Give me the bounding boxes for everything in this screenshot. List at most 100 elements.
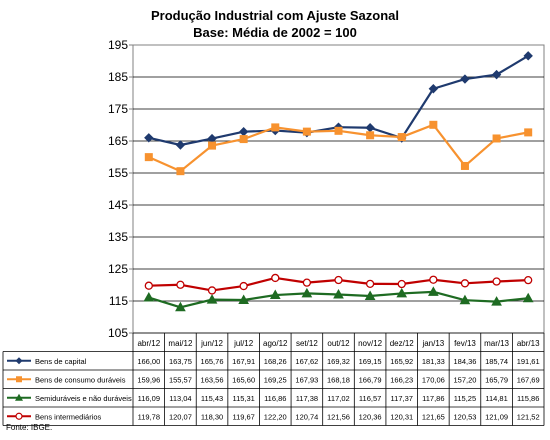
data-label: 115,31 — [232, 394, 254, 403]
data-label: 117,02 — [327, 394, 349, 403]
y-tick-label: 155 — [108, 166, 128, 180]
data-label: 191,61 — [517, 357, 540, 366]
data-label: 119,67 — [232, 412, 254, 421]
data-label: 163,75 — [169, 357, 192, 366]
data-label: 113,04 — [169, 394, 191, 403]
data-point — [302, 278, 312, 287]
data-label: 168,26 — [264, 357, 287, 366]
data-label: 169,25 — [264, 375, 287, 384]
data-point — [491, 296, 502, 306]
y-tick-label: 135 — [108, 230, 128, 244]
data-point — [206, 294, 218, 304]
data-label: 166,23 — [390, 375, 413, 384]
series-name: Bens de consumo duráveis — [35, 375, 126, 384]
y-tick-label: 175 — [108, 102, 128, 116]
data-label: 165,76 — [201, 357, 224, 366]
data-point — [208, 141, 217, 150]
data-point — [144, 281, 153, 290]
data-label: 117,38 — [296, 394, 318, 403]
data-point — [269, 289, 281, 300]
data-point — [238, 294, 250, 305]
category-label: abr/12 — [137, 339, 160, 348]
data-label: 121,52 — [517, 412, 540, 421]
category-label: mai/12 — [168, 339, 193, 348]
data-point — [428, 84, 439, 94]
data-point — [143, 291, 155, 302]
y-tick-label: 185 — [108, 70, 128, 84]
data-label: 116,09 — [138, 394, 160, 403]
chart-subtitle: Base: Média de 2002 = 100 — [193, 25, 357, 40]
plot-area: 105 115 125 135 145 155 165 175 185 195 — [108, 38, 545, 340]
data-point — [523, 51, 533, 61]
data-label: 121,56 — [327, 412, 350, 421]
data-label: 118,30 — [201, 412, 223, 421]
source-note: Fonte: IBGE. — [6, 423, 52, 432]
data-label: 120,36 — [359, 412, 382, 421]
data-label: 159,96 — [137, 375, 160, 384]
category-label: jan/13 — [421, 339, 444, 348]
data-point — [176, 280, 185, 289]
data-label: 121,09 — [485, 412, 508, 421]
category-label: fev/13 — [454, 339, 476, 348]
series-name: Semiduráveis e não duráveis — [35, 394, 132, 403]
data-label: 163,56 — [201, 375, 224, 384]
data-point — [175, 301, 186, 312]
y-tick-label: 115 — [109, 294, 128, 308]
data-label: 121,65 — [422, 412, 445, 421]
data-point — [271, 273, 280, 283]
y-tick-label: 125 — [108, 262, 128, 276]
data-label: 169,15 — [359, 357, 382, 366]
category-label: dez/12 — [390, 339, 415, 348]
plot-frame — [132, 44, 545, 334]
data-label: 165,92 — [390, 357, 413, 366]
data-label: 116,57 — [359, 394, 381, 403]
data-label: 117,37 — [391, 394, 413, 403]
data-label: 185,74 — [485, 357, 508, 366]
legend-key-marker — [16, 376, 22, 383]
y-tick-label: 195 — [108, 38, 128, 52]
data-point — [301, 287, 313, 298]
data-point — [144, 153, 153, 162]
data-label: 167,69 — [517, 375, 540, 384]
data-label: 170,06 — [422, 375, 445, 384]
data-point — [397, 133, 406, 142]
data-point — [492, 134, 501, 143]
legend-key-marker — [15, 412, 23, 420]
data-point — [524, 275, 533, 285]
chart-title: Produção Industrial com Ajuste Sazonal — [151, 8, 399, 23]
data-label: 169,32 — [327, 357, 350, 366]
data-label: 166,00 — [137, 357, 160, 366]
data-point — [429, 120, 438, 129]
data-point — [365, 279, 375, 288]
data-point — [492, 277, 501, 286]
series-name: Bens de capital — [35, 357, 87, 366]
data-label: 117,86 — [422, 394, 444, 403]
category-label: mar/13 — [484, 339, 509, 348]
data-label: 115,43 — [201, 394, 223, 403]
data-label: 167,91 — [232, 357, 255, 366]
data-label: 184,36 — [453, 357, 476, 366]
legend-key-marker — [15, 393, 23, 401]
data-point — [239, 281, 248, 291]
data-label: 155,57 — [169, 375, 192, 384]
category-label: set/12 — [296, 339, 318, 348]
category-label: nov/12 — [358, 339, 383, 348]
data-point — [460, 74, 470, 84]
data-point — [175, 140, 186, 150]
data-point — [176, 167, 185, 176]
data-label: 122,20 — [264, 412, 287, 421]
data-point — [334, 126, 343, 135]
data-point — [524, 128, 533, 137]
data-point — [429, 275, 438, 284]
series-name: Bens intermediários — [35, 412, 102, 421]
data-label: 167,62 — [295, 357, 318, 366]
data-label: 166,79 — [359, 375, 382, 384]
data-point — [397, 279, 406, 289]
data-table: abr/12 mai/12 jun/12 jul/12 ago/12 set/12 out/… — [2, 332, 545, 426]
data-label: 120,07 — [169, 412, 192, 421]
data-point — [144, 133, 154, 143]
category-label: jun/12 — [200, 339, 223, 348]
data-label: 165,79 — [485, 375, 508, 384]
category-label: ago/12 — [263, 339, 288, 348]
